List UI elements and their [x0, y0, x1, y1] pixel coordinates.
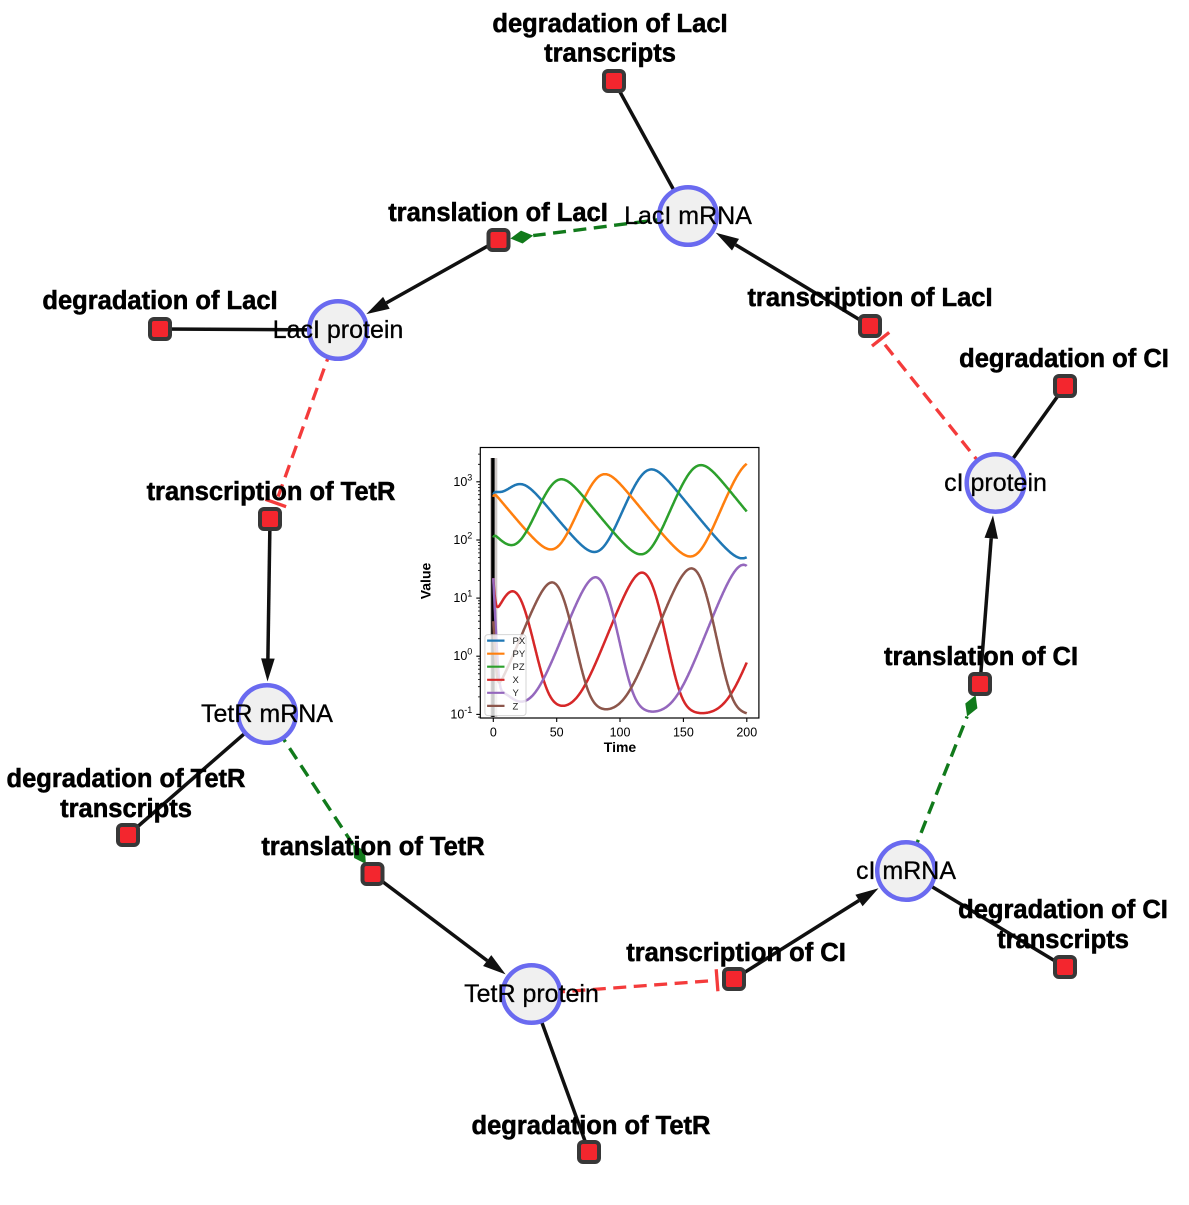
svg-text:degradation of TetR: degradation of TetR: [472, 1112, 711, 1140]
svg-text:0: 0: [490, 726, 497, 740]
svg-text:degradation of CI: degradation of CI: [958, 896, 1168, 924]
svg-text:transcripts: transcripts: [997, 926, 1129, 954]
svg-text:Y: Y: [513, 688, 520, 699]
svg-text:LacI protein: LacI protein: [273, 316, 404, 344]
svg-text:translation of TetR: translation of TetR: [261, 833, 484, 861]
svg-text:200: 200: [736, 726, 757, 740]
svg-text:LacI mRNA: LacI mRNA: [624, 202, 752, 230]
svg-text:TetR mRNA: TetR mRNA: [201, 700, 333, 728]
svg-text:transcripts: transcripts: [60, 795, 192, 823]
svg-text:X: X: [513, 675, 520, 686]
svg-text:cI mRNA: cI mRNA: [856, 857, 956, 885]
svg-text:PY: PY: [513, 649, 526, 660]
svg-text:PZ: PZ: [513, 662, 525, 673]
svg-text:transcription of LacI: transcription of LacI: [747, 284, 992, 312]
svg-text:100: 100: [610, 726, 631, 740]
svg-text:degradation of LacI: degradation of LacI: [42, 287, 277, 315]
svg-text:50: 50: [550, 726, 564, 740]
svg-text:Z: Z: [513, 701, 519, 712]
svg-text:Value: Value: [418, 563, 434, 600]
svg-text:degradation of TetR: degradation of TetR: [7, 765, 246, 793]
svg-text:transcription of CI: transcription of CI: [626, 939, 846, 967]
svg-text:TetR protein: TetR protein: [464, 980, 599, 1008]
svg-text:transcription of TetR: transcription of TetR: [147, 478, 396, 506]
svg-text:Time: Time: [604, 739, 637, 755]
svg-text:degradation of CI: degradation of CI: [959, 345, 1169, 373]
svg-text:degradation of LacI: degradation of LacI: [492, 10, 727, 38]
svg-text:translation of LacI: translation of LacI: [388, 199, 608, 227]
svg-text:150: 150: [673, 726, 694, 740]
svg-text:translation of CI: translation of CI: [884, 643, 1078, 671]
svg-text:transcripts: transcripts: [544, 40, 676, 68]
svg-text:PX: PX: [513, 636, 526, 647]
svg-text:cI protein: cI protein: [944, 469, 1047, 497]
